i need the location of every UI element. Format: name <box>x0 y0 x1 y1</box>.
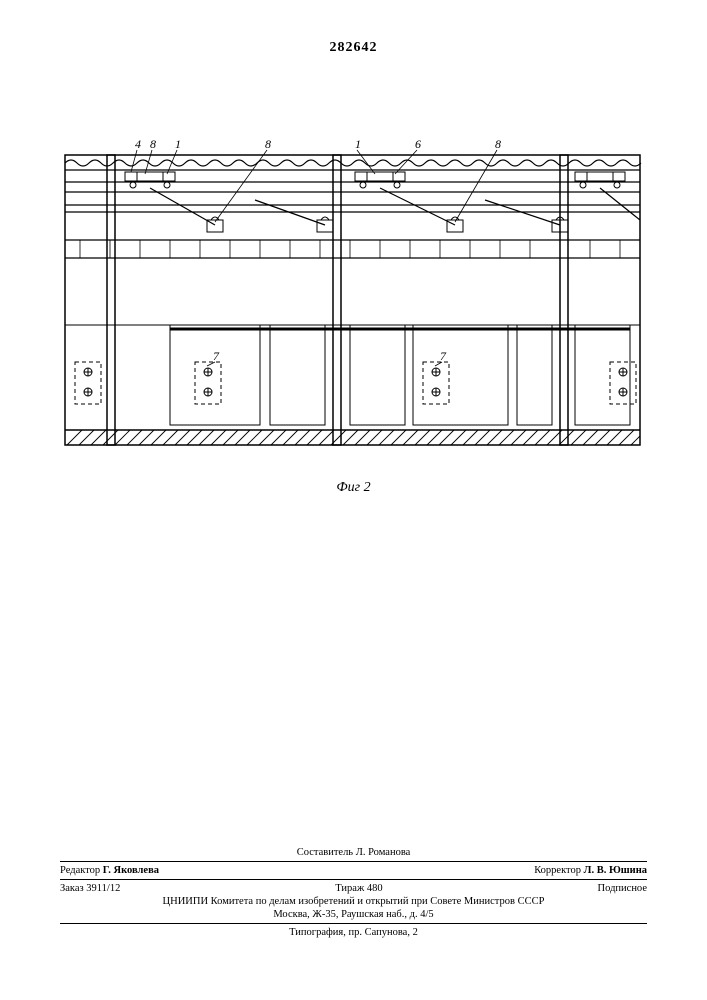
svg-text:4: 4 <box>135 137 141 151</box>
compiler-line: Составитель Л. Романова <box>60 847 647 858</box>
page-number: 282642 <box>0 40 707 56</box>
svg-text:7: 7 <box>213 349 220 363</box>
svg-text:8: 8 <box>265 137 271 151</box>
svg-text:8: 8 <box>150 137 156 151</box>
org-line-1: ЦНИИПИ Комитета по делам изобретений и о… <box>60 896 647 907</box>
svg-text:7: 7 <box>440 349 447 363</box>
svg-text:1: 1 <box>355 137 361 151</box>
order-number: Заказ 3911/12 <box>60 883 120 894</box>
editor: Редактор Г. Яковлева <box>60 865 159 876</box>
footer-block: Составитель Л. Романова Редактор Г. Яков… <box>60 845 647 940</box>
svg-text:1: 1 <box>175 137 181 151</box>
printery-line: Типография, пр. Сапунова, 2 <box>60 927 647 938</box>
svg-text:8: 8 <box>495 137 501 151</box>
tirage: Тираж 480 <box>335 883 382 894</box>
corrector: Корректор Л. В. Юшина <box>534 865 647 876</box>
figure-diagram: 481816877 <box>55 130 650 460</box>
org-line-2: Москва, Ж-35, Раушская наб., д. 4/5 <box>60 909 647 920</box>
svg-text:6: 6 <box>415 137 421 151</box>
figure-caption: Фиг 2 <box>0 480 707 496</box>
subscription: Подписное <box>598 883 647 894</box>
